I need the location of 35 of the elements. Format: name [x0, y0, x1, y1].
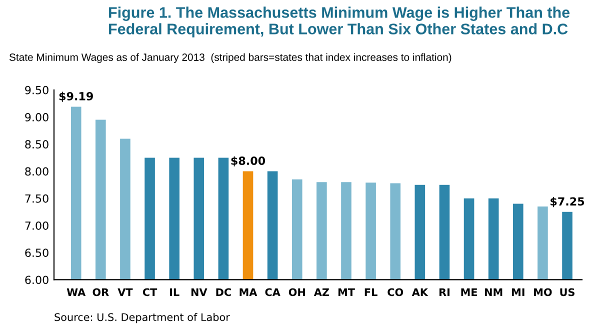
x-tick-label: AK [412, 288, 428, 296]
chart-subtitle: State Minimum Wages as of January 2013 (striped bars=states that index increases to inflation) [9, 53, 452, 63]
x-tick-label: AZ [314, 288, 330, 296]
x-tick-label: MT [338, 288, 355, 296]
x-tick-label: DC [216, 288, 231, 296]
x-tick-label: CT [142, 288, 158, 296]
x-tick-label: FL [364, 288, 378, 296]
x-tick-label: MI [512, 288, 524, 296]
x-tick-label: CO [388, 288, 404, 296]
y-tick-label: 6.00 [25, 276, 48, 284]
source-note: Source: U.S. Department of Labor [54, 313, 230, 324]
y-tick-label: 7.00 [25, 221, 48, 230]
y-tick-label: 7.50 [25, 194, 48, 203]
y-tick-label: 9.50 [25, 86, 48, 94]
x-tick-label: RI [439, 288, 450, 296]
x-tick-label: OR [92, 288, 109, 296]
data-label: $8.00 [231, 156, 266, 166]
y-tick-label: 9.00 [25, 113, 48, 122]
y-tick-label: 8.50 [25, 140, 48, 149]
y-tick-label: 6.50 [25, 248, 48, 257]
x-tick-label: IL [170, 288, 180, 296]
x-tick-label: US [560, 288, 574, 296]
x-tick-label: MO [534, 288, 552, 296]
x-tick-label: WA [66, 288, 86, 296]
y-tick-label: 8.00 [25, 167, 48, 176]
x-tick-label: NM [485, 288, 502, 296]
data-label: $9.19 [59, 92, 93, 102]
data-label: $7.25 [550, 197, 584, 208]
x-tick-label: VT [118, 288, 133, 296]
x-tick-label: ME [461, 288, 478, 296]
x-tick-label: OH [288, 288, 305, 296]
x-tick-label: NV [191, 288, 208, 296]
x-tick-label: CA [265, 288, 280, 296]
chart-title: Figure 1. The Massachusetts Minimum Wage is Higher Than the Federal Requirement, But Lower Than Six Other States and D.C [109, 6, 570, 38]
x-tick-label: MA [240, 288, 258, 296]
